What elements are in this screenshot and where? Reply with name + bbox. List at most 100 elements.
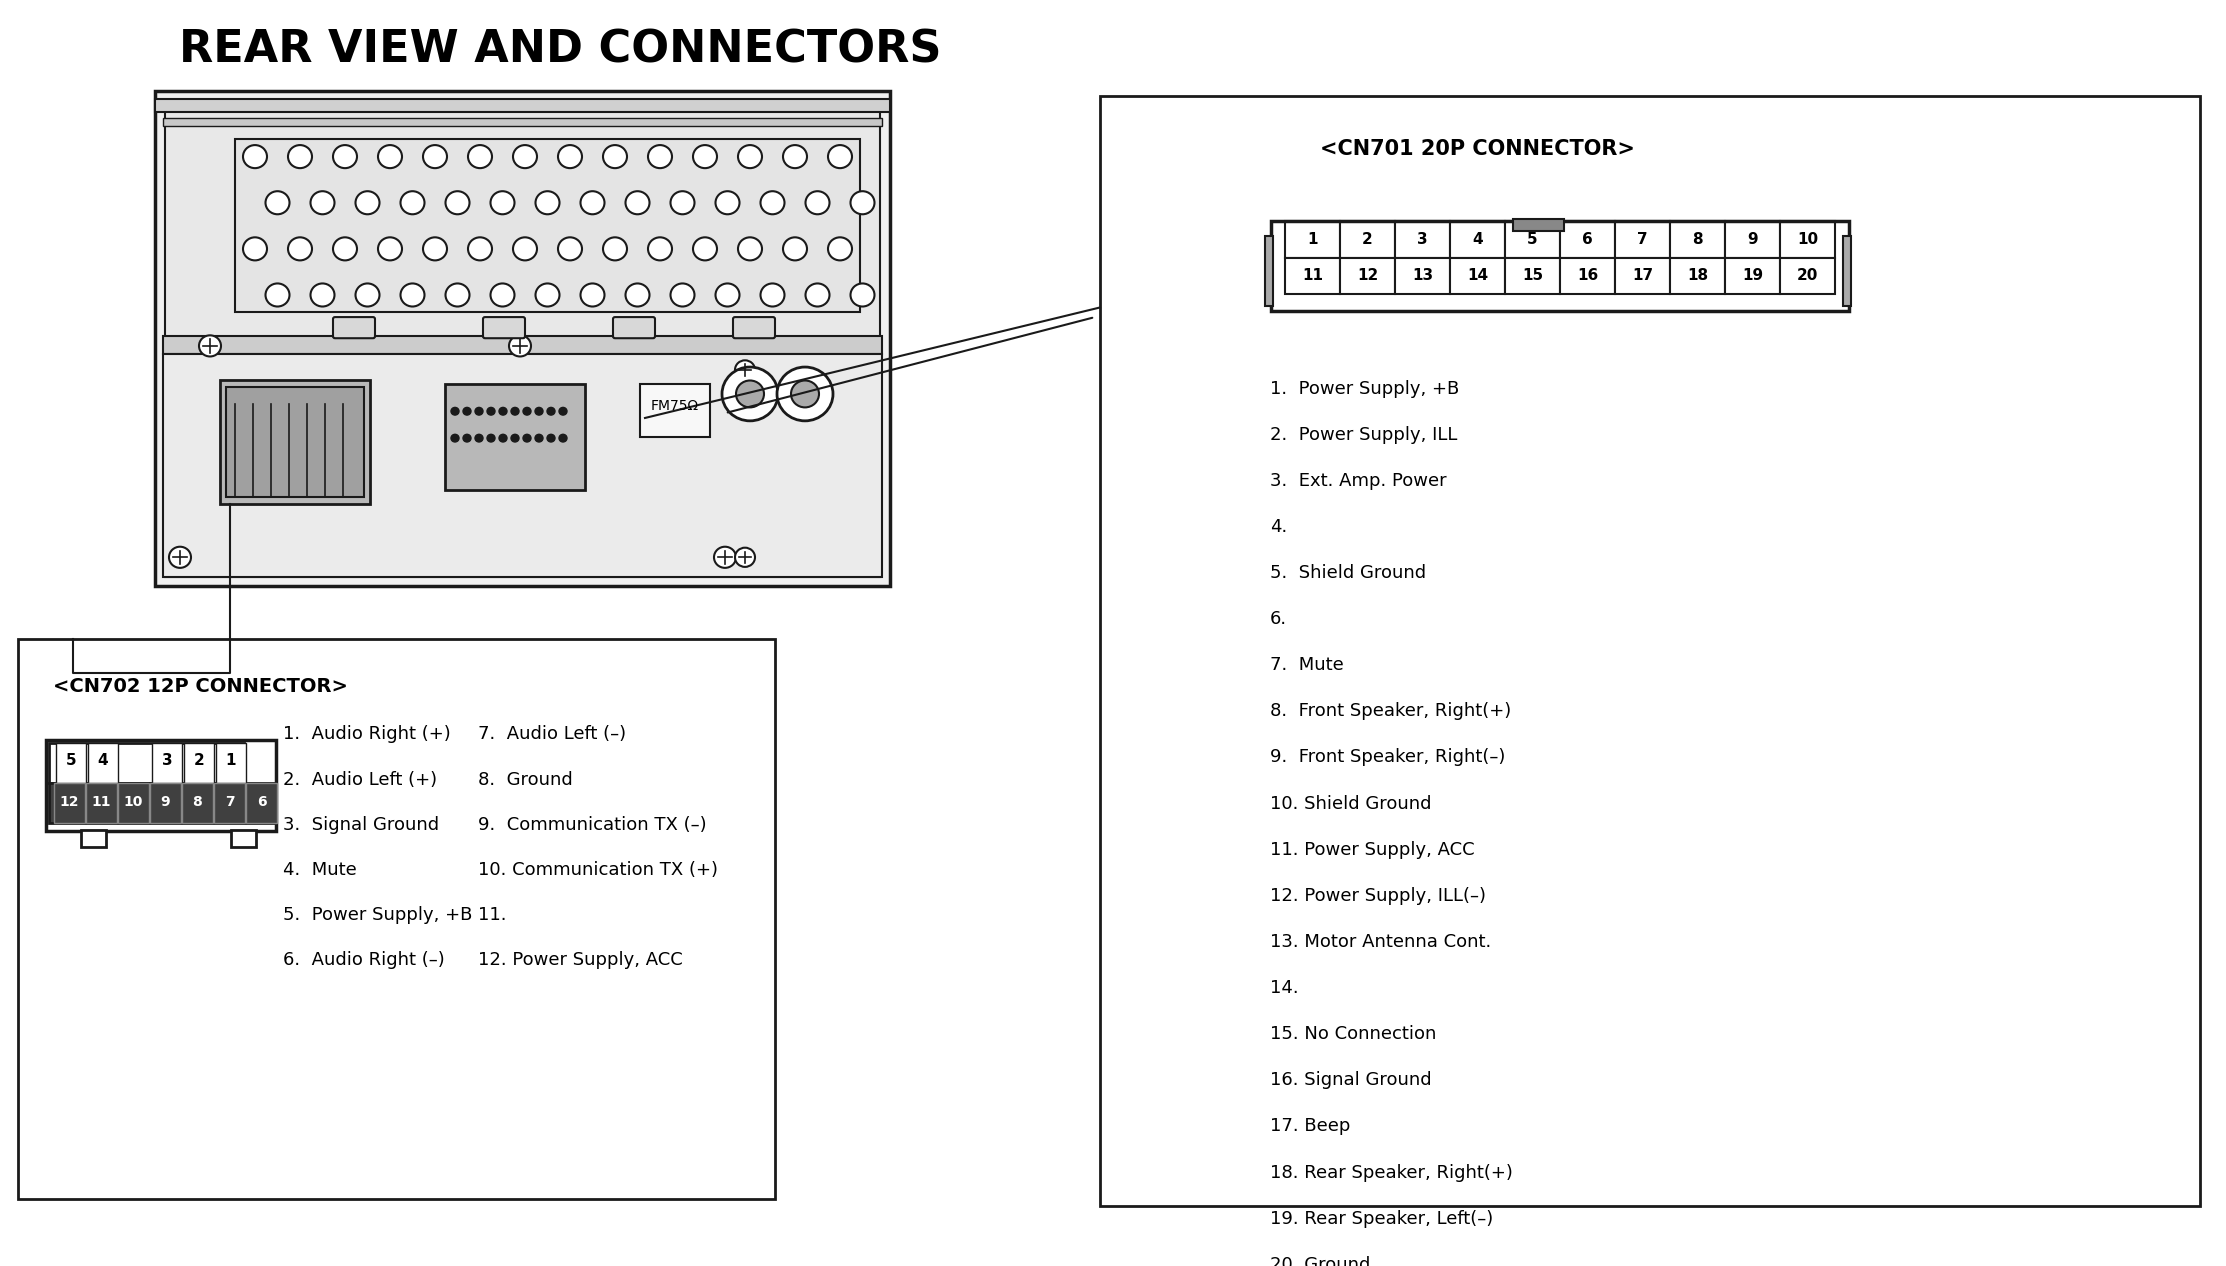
Bar (162, 353, 881, 576)
Circle shape (243, 237, 267, 261)
Bar (1271, 222, 1850, 311)
Bar (1340, 257, 1396, 294)
Bar (162, 118, 881, 125)
Circle shape (581, 284, 605, 306)
Text: 5: 5 (67, 753, 76, 768)
Circle shape (806, 284, 830, 306)
Circle shape (721, 367, 779, 420)
Text: 19: 19 (1743, 268, 1763, 284)
Text: 12: 12 (60, 795, 80, 809)
Circle shape (499, 408, 508, 415)
Text: 2.  Power Supply, ILL: 2. Power Supply, ILL (1271, 425, 1458, 443)
Text: 3.  Signal Ground: 3. Signal Ground (283, 815, 439, 834)
Bar (216, 743, 247, 784)
Circle shape (737, 381, 764, 408)
Bar (220, 380, 370, 504)
Circle shape (523, 434, 532, 442)
Text: 20: 20 (1796, 268, 1819, 284)
Circle shape (806, 191, 830, 214)
Bar (1449, 222, 1505, 257)
FancyBboxPatch shape (612, 316, 654, 338)
Bar (80, 830, 107, 847)
Circle shape (487, 434, 494, 442)
Bar (1505, 257, 1560, 294)
Circle shape (334, 237, 356, 261)
Circle shape (534, 408, 543, 415)
Circle shape (777, 367, 833, 420)
Circle shape (309, 284, 334, 306)
Circle shape (523, 408, 532, 415)
Circle shape (581, 191, 605, 214)
Text: 4: 4 (98, 753, 109, 768)
Circle shape (648, 146, 672, 168)
Bar (1670, 222, 1725, 257)
Text: 6: 6 (256, 795, 267, 809)
Text: 6: 6 (1583, 232, 1594, 247)
Bar (118, 784, 149, 823)
Text: 17. Beep: 17. Beep (1271, 1118, 1351, 1136)
Circle shape (243, 146, 267, 168)
Bar (1340, 222, 1396, 257)
Circle shape (334, 146, 356, 168)
Circle shape (536, 191, 559, 214)
Circle shape (715, 284, 739, 306)
Text: 11: 11 (1302, 268, 1322, 284)
Circle shape (378, 146, 403, 168)
Bar (1616, 222, 1670, 257)
Bar (183, 784, 214, 823)
Text: 18. Rear Speaker, Right(+): 18. Rear Speaker, Right(+) (1271, 1163, 1514, 1181)
Text: 16. Signal Ground: 16. Signal Ground (1271, 1071, 1431, 1089)
Text: 19. Rear Speaker, Left(–): 19. Rear Speaker, Left(–) (1271, 1210, 1494, 1228)
Circle shape (287, 237, 312, 261)
Bar (18, 639, 775, 1199)
Circle shape (512, 146, 536, 168)
Circle shape (603, 237, 628, 261)
Circle shape (548, 408, 554, 415)
Circle shape (559, 237, 581, 261)
Bar (236, 139, 859, 313)
Circle shape (463, 408, 472, 415)
Bar (1396, 257, 1449, 294)
Bar (1100, 96, 2199, 1205)
Text: 8.  Ground: 8. Ground (479, 771, 572, 789)
FancyBboxPatch shape (732, 316, 775, 338)
Bar (162, 337, 881, 353)
Circle shape (850, 191, 875, 214)
Circle shape (423, 146, 447, 168)
Circle shape (490, 284, 514, 306)
Text: 15. No Connection: 15. No Connection (1271, 1025, 1436, 1043)
Circle shape (487, 408, 494, 415)
Circle shape (452, 434, 459, 442)
Text: 1.  Audio Right (+): 1. Audio Right (+) (283, 725, 450, 743)
Text: 11: 11 (91, 795, 111, 809)
Text: 10. Communication TX (+): 10. Communication TX (+) (479, 861, 719, 879)
Text: 7: 7 (1636, 232, 1647, 247)
Circle shape (401, 191, 425, 214)
Circle shape (265, 191, 289, 214)
Circle shape (467, 237, 492, 261)
Text: 5.  Shield Ground: 5. Shield Ground (1271, 565, 1427, 582)
Text: 14.: 14. (1271, 979, 1298, 998)
Bar (185, 743, 214, 784)
Circle shape (169, 547, 191, 568)
Text: 4.: 4. (1271, 518, 1287, 536)
Circle shape (559, 434, 568, 442)
Circle shape (692, 237, 717, 261)
Text: 12. Power Supply, ACC: 12. Power Supply, ACC (479, 951, 683, 970)
Circle shape (715, 547, 737, 568)
Circle shape (761, 284, 784, 306)
Circle shape (474, 434, 483, 442)
Circle shape (378, 237, 403, 261)
Bar (247, 784, 276, 823)
Text: 8: 8 (1692, 232, 1703, 247)
Text: 20. Ground: 20. Ground (1271, 1256, 1371, 1266)
Circle shape (474, 408, 483, 415)
Circle shape (692, 146, 717, 168)
Bar (232, 830, 256, 847)
Text: 1: 1 (225, 753, 236, 768)
Circle shape (648, 237, 672, 261)
Circle shape (784, 146, 808, 168)
Text: 16: 16 (1576, 268, 1598, 284)
Text: 6.  Audio Right (–): 6. Audio Right (–) (283, 951, 445, 970)
Circle shape (452, 408, 459, 415)
